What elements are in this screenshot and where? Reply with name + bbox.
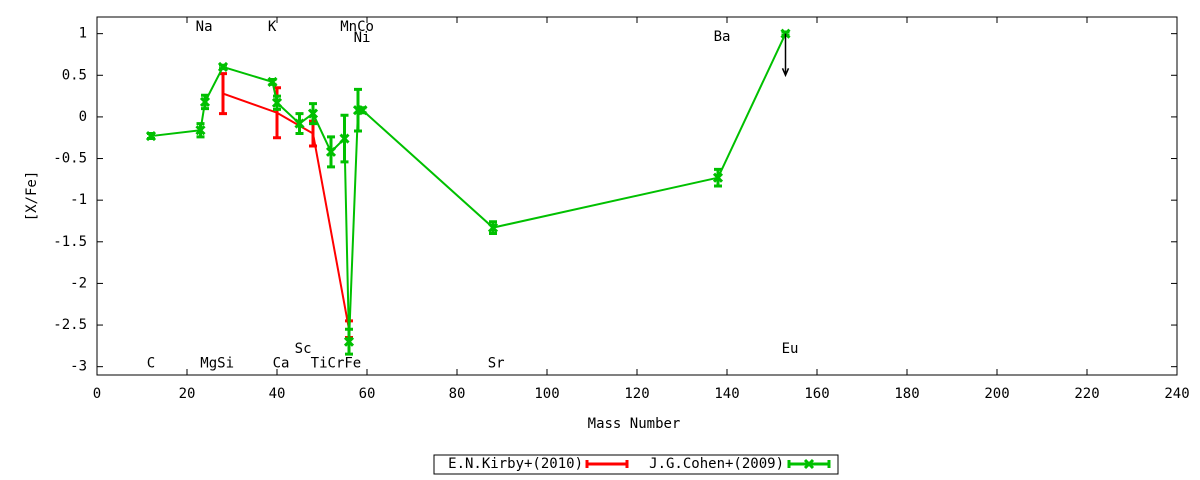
series-line xyxy=(150,33,787,342)
x-tick-label: 180 xyxy=(894,386,919,402)
data-point xyxy=(325,146,337,157)
y-tick-label: -1.5 xyxy=(53,234,87,250)
legend-swatch xyxy=(585,460,629,468)
element-label: C xyxy=(147,355,155,371)
legend-box xyxy=(433,454,839,475)
x-tick-label: 100 xyxy=(534,386,559,402)
data-point xyxy=(339,133,350,144)
data-point xyxy=(357,105,368,116)
data-point xyxy=(145,130,157,142)
x-tick-label: 20 xyxy=(179,386,196,402)
upper-limit-arrow xyxy=(781,33,790,78)
x-tick-label: 240 xyxy=(1164,386,1189,402)
element-label: Ba xyxy=(714,29,731,45)
element-label: Eu xyxy=(782,341,799,357)
data-point xyxy=(487,222,499,233)
x-tick-label: 60 xyxy=(359,386,376,402)
element-label: MnCo xyxy=(340,19,374,35)
legend-marker xyxy=(803,458,815,470)
y-tick-label: 1 xyxy=(79,26,87,42)
x-tick-label: 40 xyxy=(269,386,286,402)
element-label: Ca xyxy=(273,355,290,371)
x-axis-label: Mass Number xyxy=(588,416,681,432)
y-tick-label: 0.5 xyxy=(62,67,87,83)
y-tick-label: -1 xyxy=(70,192,87,208)
data-point xyxy=(294,118,305,129)
element-label: Sc xyxy=(295,341,312,357)
y-tick-label: -2.5 xyxy=(53,317,87,333)
data-point xyxy=(267,76,278,88)
y-tick-label: 0 xyxy=(79,109,87,125)
x-tick-label: 140 xyxy=(714,386,739,402)
x-tick-label: 120 xyxy=(624,386,649,402)
y-axis-label: [X/Fe] xyxy=(24,171,40,222)
data-point xyxy=(199,96,211,107)
x-tick-label: 220 xyxy=(1074,386,1099,402)
y-tick-label: -3 xyxy=(70,359,87,375)
element-label: Ni xyxy=(354,30,371,46)
x-tick-label: 80 xyxy=(449,386,466,402)
y-tick-label: -2 xyxy=(70,275,87,291)
data-point xyxy=(217,61,229,73)
data-point xyxy=(712,172,724,183)
data-point xyxy=(271,97,283,108)
element-label: K xyxy=(268,19,277,35)
element-label: Sr xyxy=(488,355,505,371)
legend-label: E.N.Kirby+(2010) xyxy=(448,456,583,472)
data-point xyxy=(343,336,355,347)
x-tick-label: 200 xyxy=(984,386,1009,402)
y-tick-label: -0.5 xyxy=(53,151,87,167)
element-label: Na xyxy=(196,19,213,35)
legend-label: J.G.Cohen+(2009) xyxy=(649,456,784,472)
element-label: TiCrFe xyxy=(311,355,362,371)
data-point xyxy=(307,108,319,119)
x-tick-label: 160 xyxy=(804,386,829,402)
data-point xyxy=(195,125,206,136)
x-tick-label: 0 xyxy=(93,386,101,402)
series-line xyxy=(222,92,350,330)
element-label: MgSi xyxy=(200,355,234,371)
